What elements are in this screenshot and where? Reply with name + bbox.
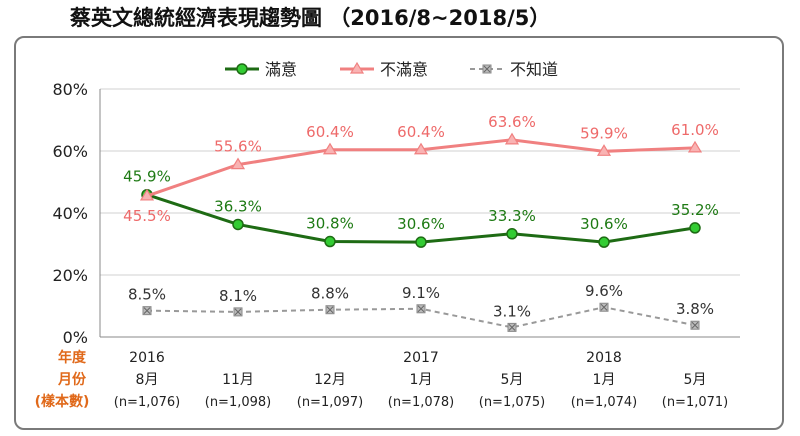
data-label-滿意: 35.2%: [671, 201, 719, 219]
x-month-label: 12月: [314, 372, 346, 388]
chart-frame: [14, 36, 784, 430]
data-label-滿意: 33.3%: [488, 207, 536, 225]
legend-label-不滿意: 不滿意: [380, 60, 428, 79]
x-year-label: 2017: [403, 350, 439, 366]
y-tick-label: 40%: [52, 204, 88, 223]
data-label-不滿意: 59.9%: [580, 124, 628, 142]
point-滿意-1: [232, 218, 244, 231]
row-label-sample: (樣本數): [35, 393, 90, 410]
point-滿意-legend: [236, 63, 248, 75]
point-滿意-5: [598, 236, 610, 248]
y-tick-label: 0%: [63, 328, 88, 347]
point-滿意-2: [324, 235, 336, 248]
x-month-label: 1月: [593, 372, 616, 388]
data-label-不知道: 9.1%: [402, 284, 440, 302]
point-mark-不知道-0: [143, 307, 151, 315]
x-sample-label: (n=1,076): [114, 395, 181, 410]
y-tick-label: 20%: [52, 266, 88, 285]
data-label-不滿意: 60.4%: [397, 123, 445, 141]
point-不滿意-legend: [349, 61, 365, 74]
point-滿意-6: [689, 222, 701, 234]
data-label-不知道: 9.6%: [585, 282, 623, 300]
x-year-label: 2016: [129, 350, 165, 366]
data-label-不滿意: 45.5%: [123, 207, 171, 225]
data-label-滿意: 30.8%: [306, 215, 354, 233]
x-sample-label: (n=1,074): [571, 395, 638, 410]
data-label-不知道: 3.1%: [493, 302, 531, 320]
y-tick-label: 80%: [52, 80, 88, 99]
point-mark-不知道-5: [600, 303, 608, 311]
data-label-不知道: 8.5%: [128, 286, 166, 304]
point-不滿意-2: [322, 142, 338, 155]
x-month-label: 8月: [136, 372, 159, 388]
point-不滿意-4: [504, 132, 520, 145]
x-month-label: 1月: [410, 372, 433, 388]
x-month-label: 5月: [684, 372, 707, 388]
point-不滿意-0: [139, 188, 155, 201]
point-不滿意-3: [413, 142, 429, 155]
point-mark-不知道-3: [417, 305, 425, 313]
point-mark-不知道-2: [326, 306, 334, 314]
point-mark-不知道-6: [691, 321, 699, 329]
data-label-滿意: 45.9%: [123, 168, 171, 186]
row-label-month: 月份: [57, 371, 87, 388]
x-sample-label: (n=1,071): [662, 395, 729, 410]
y-tick-label: 60%: [52, 142, 88, 161]
point-mark-不知道-legend: [483, 65, 491, 73]
data-label-不滿意: 60.4%: [306, 123, 354, 141]
x-year-label: 2018: [586, 350, 622, 366]
x-month-label: 11月: [222, 372, 254, 388]
x-month-label: 5月: [501, 372, 524, 388]
point-不滿意-6: [687, 140, 703, 153]
data-label-滿意: 36.3%: [214, 197, 262, 215]
x-sample-label: (n=1,078): [388, 395, 455, 410]
legend-label-滿意: 滿意: [265, 60, 297, 79]
point-mark-不知道-4: [508, 324, 516, 331]
chart-title: 蔡英文總統經濟表現趨勢圖 （2016/8~2018/5）: [70, 6, 551, 30]
data-label-滿意: 30.6%: [397, 215, 445, 233]
point-滿意-3: [415, 236, 427, 248]
data-label-不滿意: 63.6%: [488, 113, 536, 131]
data-label-不知道: 8.8%: [311, 285, 349, 303]
x-sample-label: (n=1,097): [297, 395, 364, 410]
data-label-滿意: 30.6%: [580, 215, 628, 233]
row-label-year: 年度: [58, 349, 87, 366]
legend-label-不知道: 不知道: [510, 60, 558, 79]
data-label-不知道: 8.1%: [219, 287, 257, 305]
x-sample-label: (n=1,075): [479, 395, 546, 410]
point-mark-不知道-1: [234, 308, 242, 316]
x-sample-label: (n=1,098): [205, 395, 272, 410]
data-label-不滿意: 61.0%: [671, 121, 719, 139]
point-不滿意-5: [596, 144, 612, 156]
data-label-不滿意: 55.6%: [214, 138, 262, 156]
point-滿意-4: [506, 228, 518, 240]
data-label-不知道: 3.8%: [676, 300, 714, 318]
point-不滿意-1: [230, 157, 246, 170]
